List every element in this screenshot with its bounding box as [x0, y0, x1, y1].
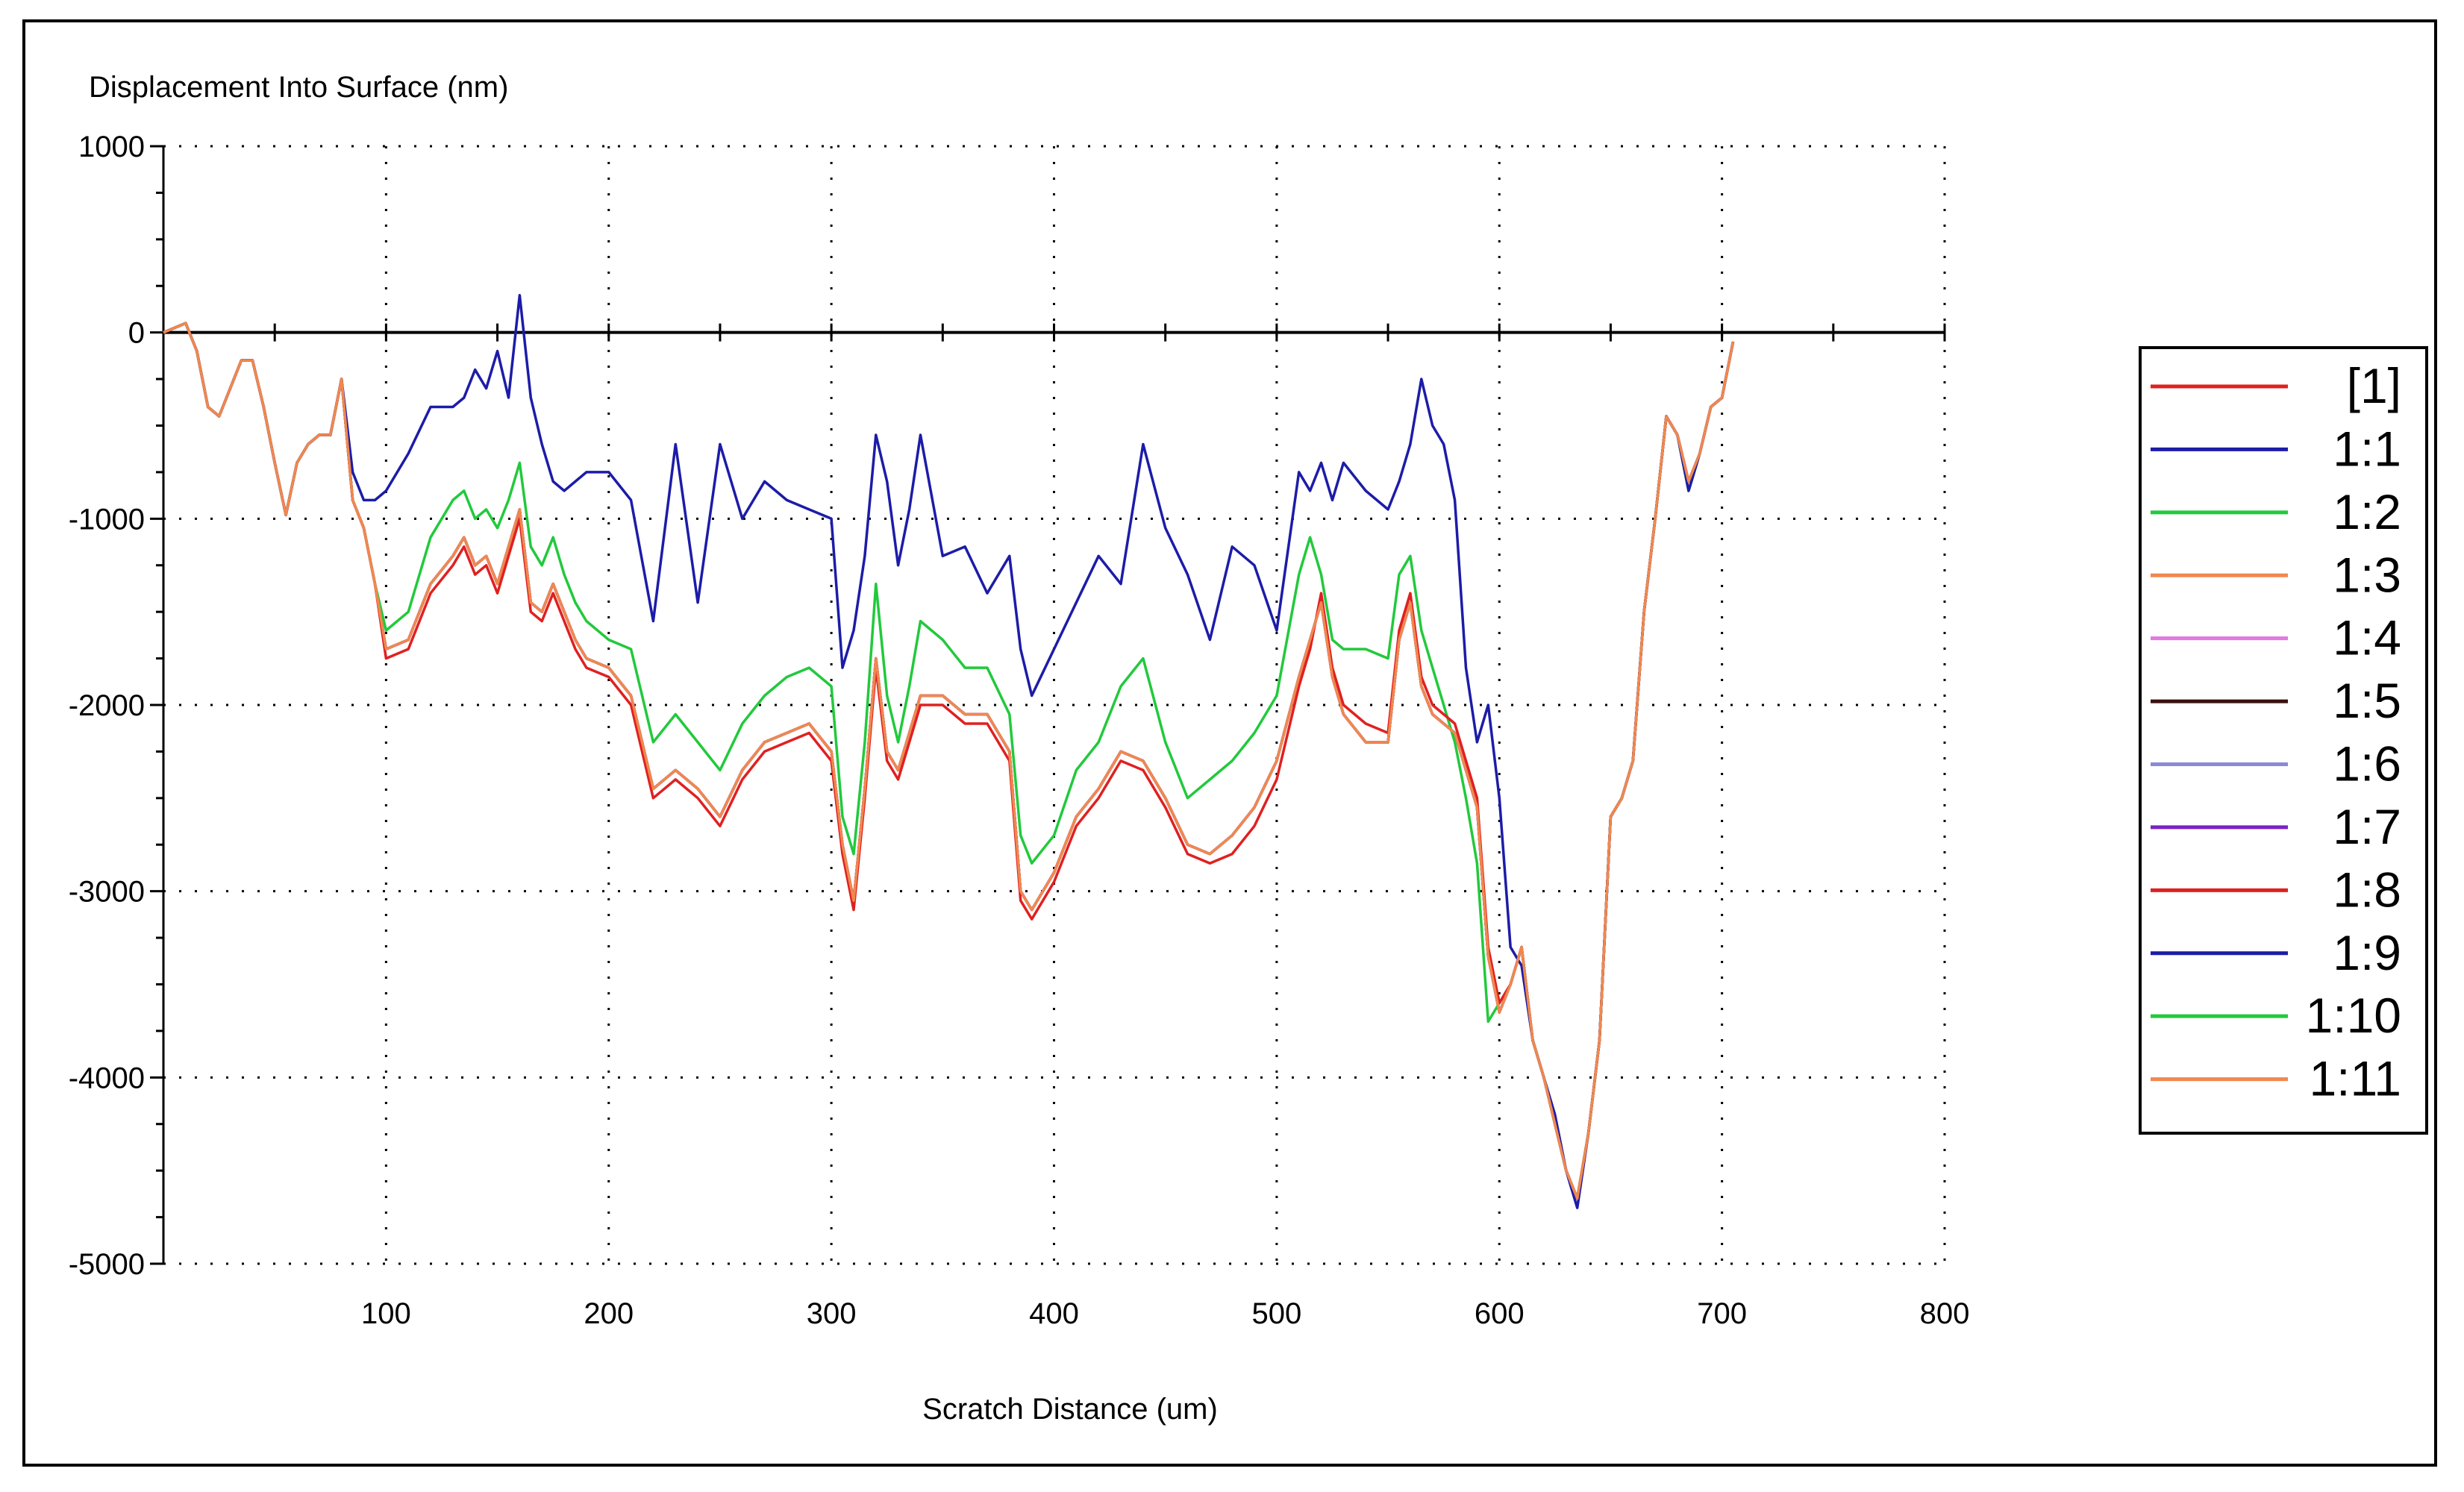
series-line-1	[163, 322, 1735, 1200]
axes	[150, 145, 1946, 1265]
series-line-10	[163, 322, 1735, 1200]
legend-label: 1:1	[2333, 421, 2401, 476]
series-line-11	[163, 322, 1735, 1200]
x-tick-label: 400	[1029, 1297, 1079, 1330]
legend-label: 1:6	[2333, 736, 2401, 792]
legend-label: 1:4	[2333, 610, 2401, 665]
series-line-2	[163, 293, 1735, 1209]
series-line-4	[163, 322, 1735, 1200]
legend-label: 1:5	[2333, 673, 2401, 728]
y-tick-label: -5000	[69, 1248, 145, 1281]
series-line-6	[163, 322, 1735, 1200]
legend-label: 1:2	[2333, 484, 2401, 539]
x-tick-label: 600	[1475, 1297, 1525, 1330]
y-tick-labels: 1000 0 -1000 -2000 -3000 -4000 -5000	[69, 131, 145, 1281]
y-tick-label: -1000	[69, 503, 145, 536]
series-line-12	[163, 322, 1735, 1200]
x-tick-label: 800	[1920, 1297, 1970, 1330]
chart-frame: Displacement Into Surface (nm) Scratch D…	[22, 19, 2437, 1467]
x-tick-label: 100	[361, 1297, 411, 1330]
y-axis-title: Displacement Into Surface (nm)	[89, 71, 508, 104]
legend-label: 1:7	[2333, 799, 2401, 854]
y-tick-label: 1000	[78, 131, 145, 163]
series-line-7	[163, 322, 1735, 1200]
legend-label: 1:3	[2333, 547, 2401, 602]
gridlines	[163, 145, 1946, 1265]
legend-label: 1:11	[2309, 1051, 2401, 1106]
legend-label: 1:9	[2333, 925, 2401, 980]
y-tick-label: 0	[128, 317, 145, 350]
x-tick-label: 200	[584, 1297, 634, 1330]
legend-label: 1:8	[2333, 862, 2401, 917]
x-axis-title: Scratch Distance (um)	[922, 1393, 1218, 1426]
x-tick-label: 500	[1252, 1297, 1302, 1330]
y-tick-label: -2000	[69, 689, 145, 722]
series-line-9	[163, 322, 1735, 1200]
legend-label: [1]	[2347, 358, 2401, 413]
series-line-5	[163, 322, 1735, 1200]
series-lines	[163, 293, 1735, 1209]
y-tick-label: -4000	[69, 1062, 145, 1094]
legend-label: 1:10	[2306, 988, 2401, 1043]
legend-box	[2139, 346, 2428, 1135]
line-chart: Displacement Into Surface (nm) Scratch D…	[69, 71, 2428, 1426]
series-line-3	[163, 322, 1735, 1200]
x-tick-label: 700	[1697, 1297, 1747, 1330]
x-tick-labels: 100 200 300 400 500 600 700 800	[361, 1297, 1969, 1330]
y-tick-label: -3000	[69, 876, 145, 909]
series-line-8	[163, 322, 1735, 1200]
x-tick-label: 300	[807, 1297, 857, 1330]
legend: [1] 1:1 1:2 1:3 1:4 1:5 1:6 1:7 1:8 1:9 1:10 1:11	[2139, 346, 2428, 1135]
